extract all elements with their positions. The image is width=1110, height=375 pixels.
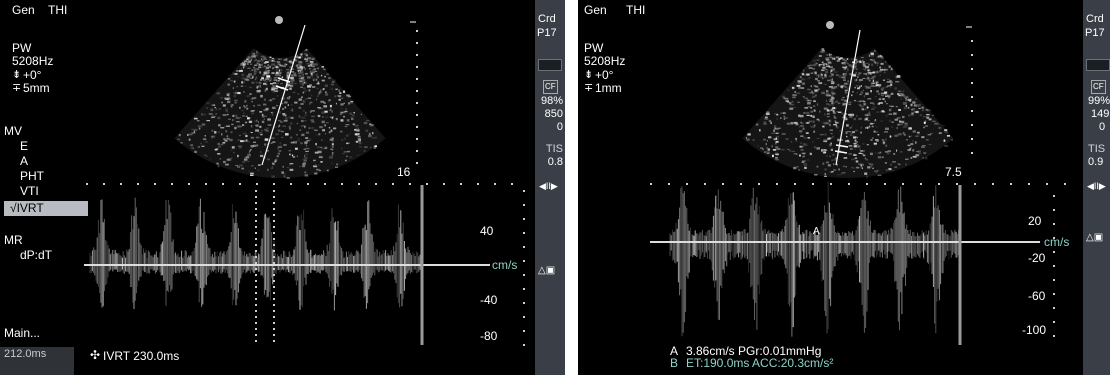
sample-gate-bottom (834, 150, 848, 154)
angle-value: +0° (595, 68, 614, 82)
gen-dot-icon (826, 21, 834, 29)
menu-group-mr[interactable]: MR (4, 233, 23, 247)
freeze-icon[interactable]: ◀II▶ (1087, 181, 1106, 191)
time-scale-dots (86, 183, 513, 185)
axis-tick-20: 20 (1028, 214, 1042, 228)
spectral-doppler-left (89, 197, 422, 311)
mode-label: Gen (12, 3, 35, 17)
cf-gain-value: 98% (540, 95, 563, 107)
measure-value-box: 212.0ms (0, 347, 74, 375)
right-status-sidebar: Crd P17 CF 99% 149 0 TIS 0.9 ◀II▶ △▣ (1083, 0, 1110, 375)
menu-item-ivrt-selected[interactable]: √IVRT (4, 201, 88, 216)
gate-value: 1mm (595, 81, 622, 95)
battery-icon (538, 59, 562, 71)
axis-tick-neg100: -100 (1022, 323, 1047, 337)
result-b-text: ET:190.0ms ACC:20.3cm/s² (686, 356, 834, 370)
gate-icon: ∓ (12, 82, 22, 94)
axis-tick-neg40: -40 (480, 293, 498, 307)
main-menu-button[interactable]: Main... (4, 326, 41, 340)
left-status-sidebar: Crd P17 CF 98% 850 0 TIS 0.8 ◀II▶ △▣ (535, 0, 565, 375)
preset-label: THI (48, 3, 68, 17)
axis-tick-40: 40 (480, 224, 494, 238)
ivrt-measurement: IVRT 230.0ms (103, 349, 180, 363)
gate-icon: ∓ (584, 82, 594, 94)
prf-label: 5208Hz (12, 54, 54, 68)
probe-label: P17 (537, 27, 557, 39)
depth-label: 16 (397, 165, 411, 179)
result-a-text: 3.86cm/s PGr:0.01mmHg (686, 344, 822, 358)
caliper-marker-a: A (813, 226, 820, 237)
angle-value: +0° (23, 68, 42, 82)
tis-value: 0.8 (547, 156, 563, 168)
prf-label: 5208Hz (584, 54, 626, 68)
cf-icon: CF (1091, 80, 1106, 94)
caliper-line-1 (255, 190, 257, 342)
axis-tick-neg80: -80 (480, 329, 498, 343)
velocity-scale-dots (1053, 195, 1055, 337)
result-b-label: B (670, 356, 679, 370)
gen-dot-icon (275, 16, 283, 24)
sample-gate-bottom (275, 85, 289, 91)
cf-baseline-value: 0 (1099, 121, 1106, 133)
menu-item-dpdt[interactable]: dP:dT (20, 248, 53, 262)
result-a-label: A (670, 344, 679, 358)
pw-label: PW (584, 41, 604, 55)
cf-prf-value: 149 (1091, 108, 1110, 120)
freeze-icon[interactable]: ◀II▶ (539, 181, 558, 191)
right-image-canvas (650, 21, 1066, 345)
velocity-unit-label: cm/s (492, 258, 518, 272)
left-image-canvas (84, 16, 525, 346)
crd-label: Crd (1086, 13, 1104, 25)
menu-item-vti[interactable]: VTI (20, 184, 39, 198)
cf-prf-value: 850 (544, 108, 563, 120)
sector-image-right (742, 48, 954, 178)
depth-scale-dots (416, 30, 418, 164)
menu-item-pht[interactable]: PHT (20, 169, 44, 183)
left-ultrasound-panel: Gen THI PW 5208Hz ⇟ +0° ∓ 5mm 16 MV E A … (0, 0, 565, 375)
pw-label: PW (12, 41, 32, 55)
depth-scale-dots (971, 40, 973, 154)
sector-image-left (174, 48, 386, 179)
sample-volume-icon[interactable]: △▣ (538, 265, 556, 276)
caliper-line-2 (273, 190, 275, 342)
angle-icon: ⇟ (12, 69, 22, 81)
depth-label: 7.5 (945, 165, 962, 179)
right-ultrasound-panel: Gen THI PW 5208Hz ⇟ +0° ∓ 1mm 7.5 A 20 c… (578, 0, 1110, 375)
sample-volume-icon[interactable]: △▣ (1086, 232, 1104, 243)
gate-value: 5mm (23, 81, 50, 95)
doppler-cursor-line (261, 24, 306, 166)
tis-label: TIS (1088, 143, 1106, 155)
doppler-cursor-line (835, 29, 861, 166)
cf-gain-value: 99% (1088, 95, 1110, 107)
tis-value: 0.9 (1088, 156, 1104, 168)
cf-icon: CF (543, 80, 558, 94)
axis-tick-neg60: -60 (1028, 289, 1046, 303)
axis-tick-neg20: -20 (1028, 251, 1046, 265)
spectral-doppler-right (669, 181, 961, 337)
battery-icon (1086, 59, 1110, 71)
velocity-scale-dots (523, 190, 525, 346)
velocity-unit-label: cm/s (1044, 235, 1070, 249)
time-scale-dots (650, 183, 1066, 185)
crd-label: Crd (538, 13, 556, 25)
angle-icon: ⇟ (584, 69, 594, 81)
probe-label: P17 (1085, 27, 1105, 39)
menu-item-a[interactable]: A (20, 154, 29, 168)
sample-gate-top (835, 144, 849, 148)
sample-gate-top (277, 77, 291, 83)
tis-label: TIS (545, 143, 563, 155)
caliper-icon: ✣ (90, 348, 101, 362)
preset-label: THI (626, 3, 646, 17)
mode-label: Gen (584, 3, 607, 17)
cf-baseline-value: 0 (556, 121, 563, 133)
menu-group-mv[interactable]: MV (4, 124, 22, 138)
menu-item-e[interactable]: E (20, 139, 29, 153)
